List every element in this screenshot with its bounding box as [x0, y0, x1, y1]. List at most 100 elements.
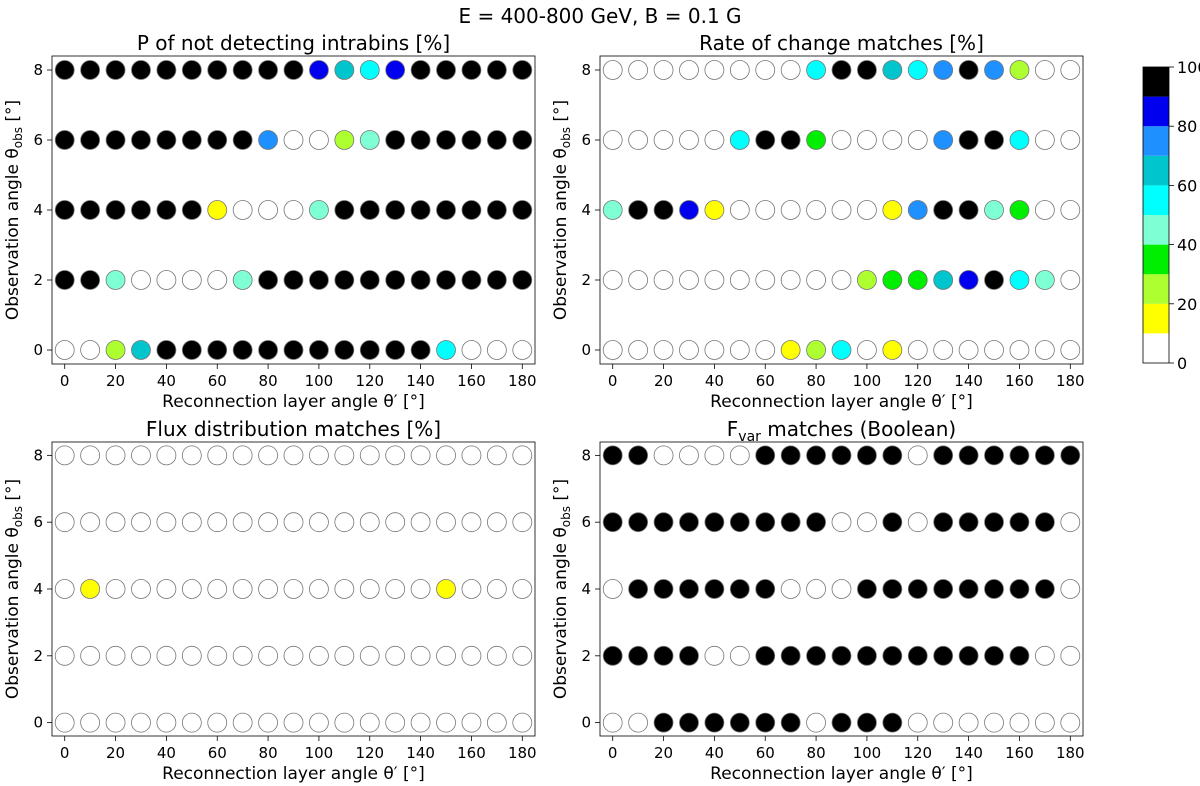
- data-point: [232, 130, 253, 150]
- data-point: [309, 200, 329, 220]
- data-point: [385, 130, 406, 150]
- data-point: [907, 645, 928, 666]
- data-point: [729, 512, 750, 533]
- data-point: [780, 512, 801, 533]
- data-point: [181, 340, 202, 360]
- data-point: [780, 645, 801, 666]
- data-point: [1034, 712, 1055, 733]
- data-point: [436, 712, 456, 733]
- data-point: [1060, 445, 1081, 466]
- data-point: [806, 340, 826, 360]
- data-point: [80, 712, 101, 733]
- data-point: [933, 445, 954, 466]
- data-point: [984, 130, 1004, 150]
- data-point: [1009, 512, 1030, 533]
- data-point: [486, 512, 507, 533]
- data-point: [729, 645, 750, 666]
- data-point: [984, 512, 1004, 533]
- data-point: [653, 645, 674, 666]
- data-point: [958, 130, 979, 150]
- data-point: [806, 712, 826, 733]
- x-tick-label: 140: [954, 744, 983, 762]
- data-point: [984, 712, 1004, 733]
- data-point: [933, 130, 954, 150]
- data-point: [156, 270, 177, 290]
- data-point: [385, 270, 406, 290]
- y-tick-label: 6: [581, 513, 591, 531]
- data-point: [857, 200, 877, 220]
- data-point: [1034, 270, 1055, 290]
- data-point: [933, 512, 954, 533]
- data-point: [156, 130, 177, 150]
- data-point: [755, 340, 776, 360]
- colorbar-tick-label: 40: [1177, 236, 1197, 255]
- data-point: [628, 579, 649, 599]
- data-point: [1009, 60, 1030, 80]
- data-point: [309, 130, 329, 150]
- data-point: [436, 60, 456, 80]
- data-point: [436, 579, 456, 599]
- x-tick-label: 160: [457, 372, 486, 390]
- data-point: [984, 270, 1004, 290]
- data-point: [512, 130, 533, 150]
- data-point: [207, 340, 228, 360]
- data-point: [628, 712, 649, 733]
- data-point: [54, 712, 75, 733]
- y-axis-label: Observation angle θobs [°]: [3, 100, 25, 320]
- data-point: [80, 60, 101, 80]
- data-point: [486, 200, 507, 220]
- data-point: [156, 512, 177, 533]
- data-point: [679, 712, 699, 733]
- data-point: [309, 270, 329, 290]
- data-point: [309, 60, 329, 80]
- data-point: [359, 579, 380, 599]
- data-point: [512, 270, 533, 290]
- data-point: [131, 579, 151, 599]
- data-point: [131, 130, 151, 150]
- data-point: [334, 270, 355, 290]
- data-point: [882, 60, 903, 80]
- data-point: [334, 712, 355, 733]
- data-point: [207, 60, 228, 80]
- x-tick-label: 180: [1056, 372, 1085, 390]
- data-point: [602, 200, 623, 220]
- data-point: [653, 60, 674, 80]
- data-point: [933, 579, 954, 599]
- x-tick-label: 140: [954, 372, 983, 390]
- data-point: [729, 579, 750, 599]
- data-point: [755, 645, 776, 666]
- panel-title: P of not detecting intrabins [%]: [137, 31, 450, 55]
- data-point: [704, 579, 725, 599]
- data-point: [80, 200, 101, 220]
- x-tick-label: 60: [756, 744, 775, 762]
- data-point: [334, 60, 355, 80]
- data-point: [857, 512, 877, 533]
- data-point: [54, 645, 75, 666]
- y-axis-label: Observation angle θobs [°]: [551, 100, 573, 320]
- data-point: [958, 60, 979, 80]
- data-point: [628, 445, 649, 466]
- data-point: [831, 200, 852, 220]
- colorbar-tick-label: 0: [1177, 354, 1187, 373]
- data-point: [958, 200, 979, 220]
- data-point: [831, 712, 852, 733]
- data-point: [80, 340, 101, 360]
- data-point: [461, 130, 482, 150]
- data-point: [486, 270, 507, 290]
- data-point: [207, 130, 228, 150]
- data-point: [755, 60, 776, 80]
- data-point: [181, 60, 202, 80]
- data-point: [984, 445, 1004, 466]
- y-tick-label: 0: [581, 341, 591, 359]
- y-tick-label: 4: [33, 580, 43, 598]
- data-point: [907, 712, 928, 733]
- data-point: [729, 60, 750, 80]
- data-point: [436, 270, 456, 290]
- y-axis-label: Observation angle θobs [°]: [551, 479, 573, 699]
- x-tick-label: 40: [705, 744, 724, 762]
- data-point: [1060, 712, 1081, 733]
- data-point: [933, 340, 954, 360]
- data-point: [181, 445, 202, 466]
- data-point: [410, 270, 431, 290]
- data-point: [258, 445, 278, 466]
